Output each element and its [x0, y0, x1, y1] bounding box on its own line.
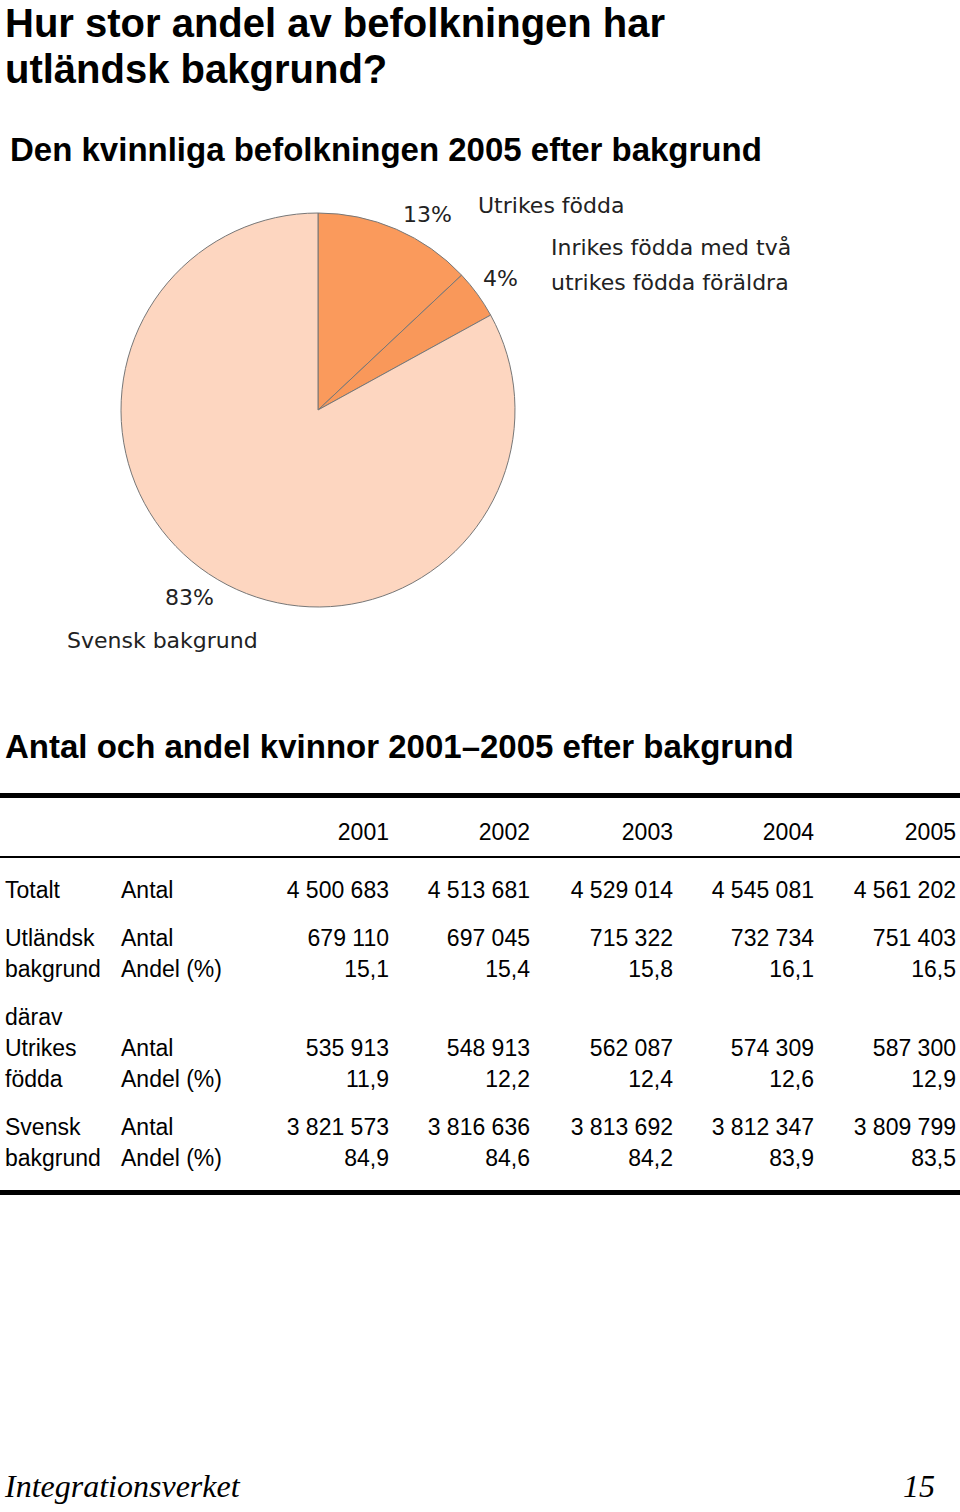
html-text:12,6: 12,6: [769, 1065, 814, 1092]
html-text:697 045: 697 045: [446, 924, 530, 951]
html-text:3 813 692: 3 813 692: [570, 1113, 673, 1140]
html-text:Svensk: Svensk: [5, 1113, 81, 1140]
html-text:Totalt: Totalt: [5, 876, 60, 903]
html-text:2004: 2004: [762, 818, 814, 845]
html-text:12,4: 12,4: [628, 1065, 673, 1092]
html-text:2001: 2001: [337, 818, 389, 845]
html-text:16,1: 16,1: [769, 955, 814, 982]
html-text:84,9: 84,9: [344, 1144, 389, 1171]
html-text:3 812 347: 3 812 347: [711, 1113, 814, 1140]
html-text:Antal: Antal: [121, 924, 174, 951]
html-text:732 734: 732 734: [730, 924, 814, 951]
html-text:84,2: 84,2: [628, 1144, 673, 1171]
html-text:2003: 2003: [621, 818, 673, 845]
html-text:4 545 081: 4 545 081: [711, 876, 814, 903]
html-text:därav: därav: [5, 1003, 63, 1030]
svg-text:83%: 83%: [165, 585, 214, 610]
html-text:548 913: 548 913: [446, 1034, 530, 1061]
html-text:15,1: 15,1: [344, 955, 389, 982]
svg-text:Svensk bakgrund: Svensk bakgrund: [67, 628, 258, 653]
html-text:4 561 202: 4 561 202: [853, 876, 956, 903]
html-text:födda: födda: [5, 1065, 63, 1092]
html-text:83,5: 83,5: [911, 1144, 956, 1171]
html-text:751 403: 751 403: [872, 924, 956, 951]
svg-text:Den kvinnliga befolkningen 200: Den kvinnliga befolkningen 2005 efter ba…: [10, 131, 762, 168]
html-text:535 913: 535 913: [305, 1034, 389, 1061]
html-text:Andel (%): Andel (%): [121, 955, 222, 982]
html-text:574 309: 574 309: [730, 1034, 814, 1061]
html-text:Antal och andel kvinnor 2001–2: Antal och andel kvinnor 2001–2005 efter …: [5, 728, 794, 765]
html-text:715 322: 715 322: [589, 924, 673, 951]
html-text:Hur stor andel av befolkningen: Hur stor andel av befolkningen har utlän…: [5, 1, 666, 91]
html-text:3 809 799: 3 809 799: [853, 1113, 956, 1140]
svg-text:4%: 4%: [483, 266, 518, 291]
html-text:Antal: Antal: [121, 1034, 174, 1061]
svg-text:utrikes födda föräldra: utrikes födda föräldra: [551, 270, 789, 295]
html-text:679 110: 679 110: [307, 924, 389, 951]
html-text:3 816 636: 3 816 636: [427, 1113, 530, 1140]
html-text:15,8: 15,8: [628, 955, 673, 982]
html-text:Integrationsverket: Integrationsverket: [5, 1468, 240, 1504]
html-text:3 821 573: 3 821 573: [286, 1113, 389, 1140]
html-text:562 087: 562 087: [589, 1034, 673, 1061]
html-text:2005: 2005: [904, 818, 956, 845]
html-text:Andel (%): Andel (%): [121, 1065, 222, 1092]
svg-text:13%: 13%: [403, 202, 452, 227]
html-text:11,9: 11,9: [345, 1065, 389, 1092]
html-text:bakgrund: bakgrund: [5, 955, 101, 982]
html-text:83,9: 83,9: [769, 1144, 814, 1171]
html-text:2002: 2002: [478, 818, 530, 845]
html-text:15: 15: [903, 1468, 935, 1504]
html-text:Antal: Antal: [121, 1113, 174, 1140]
html-text:Utländsk: Utländsk: [5, 924, 95, 951]
html-text:Utrikes: Utrikes: [5, 1034, 77, 1061]
html-text:15,4: 15,4: [485, 955, 530, 982]
html-text:Andel (%): Andel (%): [121, 1144, 222, 1171]
html-text:4 529 014: 4 529 014: [570, 876, 673, 903]
html-text:Antal: Antal: [121, 876, 174, 903]
svg-text:Utrikes födda: Utrikes födda: [478, 193, 624, 218]
svg-text:Inrikes födda med två: Inrikes födda med två: [551, 235, 791, 260]
html-text:587 300: 587 300: [872, 1034, 956, 1061]
html-text:12,9: 12,9: [911, 1065, 956, 1092]
html-text:84,6: 84,6: [485, 1144, 530, 1171]
html-text:16,5: 16,5: [911, 955, 956, 982]
html-text:bakgrund: bakgrund: [5, 1144, 101, 1171]
html-text:4 513 681: 4 513 681: [427, 876, 530, 903]
html-text:4 500 683: 4 500 683: [286, 876, 389, 903]
html-text:12,2: 12,2: [485, 1065, 530, 1092]
